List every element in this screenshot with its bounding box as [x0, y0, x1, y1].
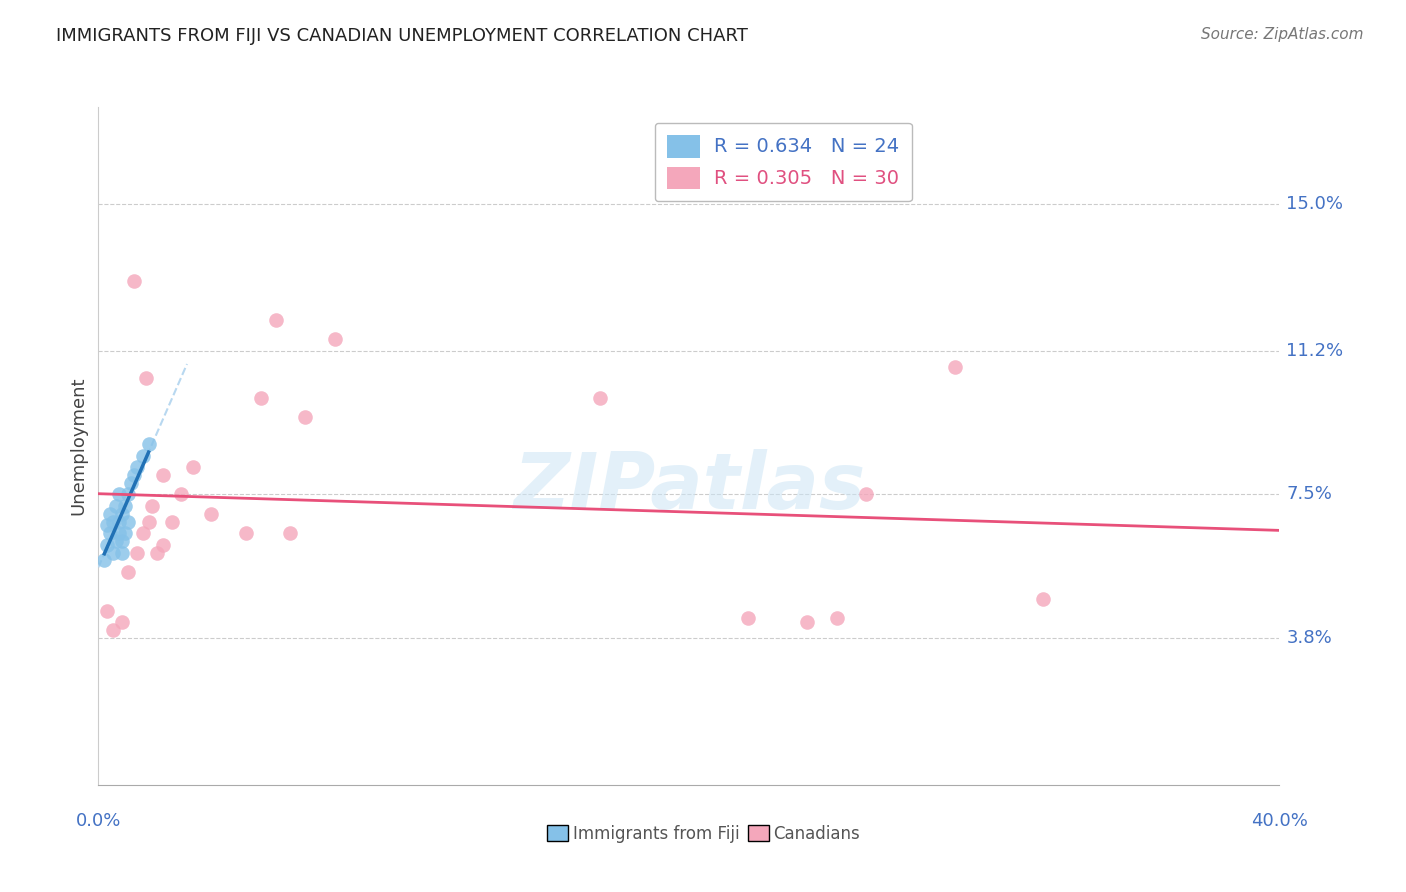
Point: [138, 437, 160, 451]
Point: [235, 526, 257, 541]
Point: [96, 604, 118, 618]
Point: [122, 274, 145, 288]
Point: [108, 515, 131, 529]
Text: 11.2%: 11.2%: [1286, 343, 1344, 360]
Point: [170, 487, 193, 501]
Point: [943, 359, 966, 374]
Point: [103, 623, 125, 637]
Point: [105, 499, 128, 513]
Point: [117, 515, 139, 529]
Point: [98, 507, 121, 521]
Point: [125, 545, 148, 559]
Y-axis label: Unemployment: Unemployment: [69, 376, 87, 516]
Point: [181, 460, 204, 475]
Point: [111, 533, 134, 548]
Point: [162, 515, 183, 529]
Point: [108, 487, 131, 501]
Point: [146, 545, 169, 559]
Point: [132, 449, 155, 463]
Text: 40.0%: 40.0%: [1251, 812, 1308, 830]
Point: [855, 487, 877, 501]
Point: [103, 515, 125, 529]
Text: IMMIGRANTS FROM FIJI VS CANADIAN UNEMPLOYMENT CORRELATION CHART: IMMIGRANTS FROM FIJI VS CANADIAN UNEMPLO…: [56, 27, 748, 45]
Point: [200, 507, 222, 521]
Point: [111, 545, 134, 559]
Point: [125, 460, 148, 475]
Point: [108, 526, 131, 541]
Point: [737, 611, 759, 625]
Point: [105, 533, 128, 548]
Point: [114, 499, 136, 513]
Point: [141, 499, 163, 513]
Point: [120, 475, 142, 490]
Point: [122, 468, 145, 483]
Point: [589, 391, 612, 405]
Point: [152, 538, 174, 552]
Point: [111, 615, 134, 630]
Point: [825, 611, 848, 625]
Point: [250, 391, 273, 405]
Point: [132, 526, 155, 541]
Point: [323, 333, 346, 347]
Text: 3.8%: 3.8%: [1286, 629, 1333, 647]
Text: Source: ZipAtlas.com: Source: ZipAtlas.com: [1201, 27, 1364, 42]
Point: [117, 565, 139, 579]
Point: [96, 538, 118, 552]
Point: [117, 487, 139, 501]
Point: [96, 518, 118, 533]
Point: [103, 545, 125, 559]
Point: [111, 507, 134, 521]
Text: 0.0%: 0.0%: [76, 812, 121, 830]
Point: [264, 313, 287, 327]
Text: 15.0%: 15.0%: [1286, 194, 1344, 213]
Point: [1032, 592, 1054, 607]
Point: [294, 409, 316, 424]
Text: Canadians: Canadians: [773, 825, 860, 843]
Point: [98, 526, 121, 541]
Point: [796, 615, 818, 630]
Text: Immigrants from Fiji: Immigrants from Fiji: [572, 825, 740, 843]
Point: [138, 515, 160, 529]
Point: [278, 526, 302, 541]
Text: 7.5%: 7.5%: [1286, 485, 1333, 503]
Text: ZIPatlas: ZIPatlas: [513, 449, 865, 524]
Point: [135, 371, 157, 385]
Legend: R = 0.634   N = 24, R = 0.305   N = 30: R = 0.634 N = 24, R = 0.305 N = 30: [655, 123, 912, 202]
Point: [152, 468, 174, 483]
Point: [93, 553, 115, 567]
Point: [114, 526, 136, 541]
